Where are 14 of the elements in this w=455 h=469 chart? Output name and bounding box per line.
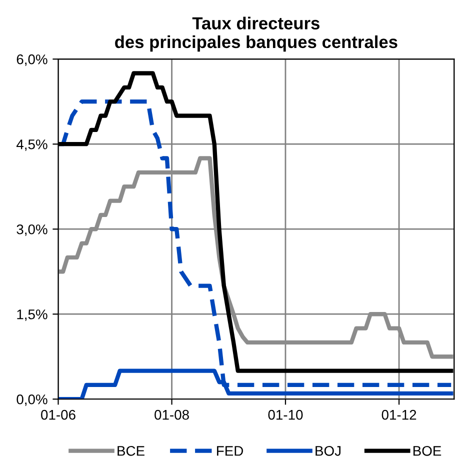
y-tick-label: 4,5%	[16, 139, 48, 151]
chart-title: Taux directeurs des principales banques centrales	[115, 16, 398, 52]
x-tick-label: 01-12	[382, 410, 416, 420]
y-tick-label: 0,0%	[16, 394, 48, 406]
legend-label: BOJ	[316, 446, 340, 456]
y-tick-label: 1,5%	[17, 310, 48, 321]
x-tick-label: 01-10	[268, 410, 303, 420]
legend-label: BOE	[413, 446, 442, 456]
y-tick-label: 6,0%	[16, 54, 48, 66]
legend-label: BCE	[118, 446, 144, 456]
y-tick-label: 3,0%	[16, 224, 48, 236]
x-tick-label: 01-06	[41, 410, 76, 420]
x-tick-label: 01-08	[154, 410, 189, 420]
legend-label: FED	[217, 446, 243, 456]
